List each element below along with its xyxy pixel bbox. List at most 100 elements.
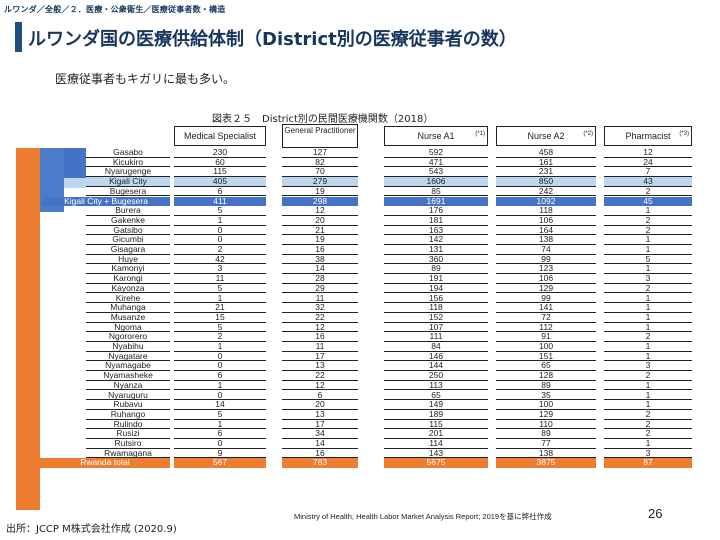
specialist-cell: 0: [174, 225, 266, 236]
pharmacist-cell: 3: [604, 273, 692, 284]
nurse-a1-cell: 543: [384, 167, 488, 178]
pharmacist-cell: 1: [604, 244, 692, 255]
district-name: Gasabo: [86, 147, 170, 158]
specialist-cell: 5: [174, 409, 266, 420]
specialist-cell: 115: [174, 167, 266, 178]
specialist-cell: 567: [174, 458, 266, 469]
nurse-a1-cell: 176: [384, 205, 488, 216]
pharmacist-cell: 87: [604, 458, 692, 469]
pharmacist-cell: 2: [604, 186, 692, 197]
page-title: ルワンダ国の医療供給体制（District別の医療従事者の数）: [28, 29, 517, 50]
nurse-a1-cell: 118: [384, 302, 488, 313]
nurse-a2-cell: 458: [496, 147, 596, 158]
pharmacist-cell: 24: [604, 157, 692, 168]
page-number: 26: [648, 506, 663, 521]
gp-cell: 17: [282, 351, 358, 362]
specialist-cell: 0: [174, 390, 266, 401]
gp-cell: 6: [282, 390, 358, 401]
table-row: Nyarugenge 115 70 543 231 7: [86, 167, 692, 178]
pharmacist-cell: 45: [604, 196, 692, 207]
gp-cell: 12: [282, 205, 358, 216]
nurse-a1-cell: 471: [384, 157, 488, 168]
district-name: Kayonza: [86, 283, 170, 294]
nurse-a2-cell: 242: [496, 186, 596, 197]
nurse-a2-cell: 99: [496, 254, 596, 265]
gp-cell: 29: [282, 283, 358, 294]
nurse-a1-cell: 107: [384, 322, 488, 333]
specialist-cell: 230: [174, 147, 266, 158]
specialist-cell: 2: [174, 244, 266, 255]
col-head-pharmacist-note: (*3): [679, 131, 689, 137]
district-name: Karongi: [86, 273, 170, 284]
nurse-a1-cell: 181: [384, 215, 488, 226]
nurse-a2-cell: 128: [496, 370, 596, 381]
district-name: Nyanza: [86, 380, 170, 391]
pharmacist-cell: 43: [604, 176, 692, 187]
district-name: Nyamagabe: [86, 361, 170, 372]
gp-cell: 32: [282, 302, 358, 313]
gp-cell: 20: [282, 399, 358, 410]
col-head-nurse-a2: Nurse A2 (*2): [496, 126, 596, 146]
pharmacist-cell: 2: [604, 370, 692, 381]
pharmacist-cell: 3: [604, 448, 692, 459]
col-head-specialist: Medical Specialist: [174, 126, 266, 146]
nurse-a2-cell: 106: [496, 215, 596, 226]
nurse-a2-cell: 850: [496, 176, 596, 187]
nurse-a2-cell: 138: [496, 448, 596, 459]
pharmacist-cell: 1: [604, 264, 692, 275]
nurse-a1-cell: 360: [384, 254, 488, 265]
specialist-cell: 3: [174, 264, 266, 275]
table-row: Rutsiro 0 14 114 77 1: [86, 438, 692, 449]
district-name: Gatsibo: [86, 225, 170, 236]
col-head-nurse-a1-label: Nurse A1: [417, 131, 455, 141]
gp-cell: 70: [282, 167, 358, 178]
gp-cell: 34: [282, 429, 358, 439]
nurse-a2-cell: 100: [496, 341, 596, 352]
table-row: Huye 42 38 360 99 5: [86, 254, 692, 265]
table-row: Nyaruguru 0 6 65 35 1: [86, 390, 692, 401]
table-row: Nyamasheke 6 22 250 128 2: [86, 370, 692, 381]
district-name: Nyamasheke: [86, 370, 170, 381]
table-row: Ruhango 5 13 189 129 2: [86, 409, 692, 420]
nurse-a2-cell: 35: [496, 390, 596, 401]
pharmacist-cell: 3: [604, 361, 692, 372]
specialist-cell: 5: [174, 283, 266, 294]
gp-cell: 20: [282, 215, 358, 226]
nurse-a2-cell: 72: [496, 312, 596, 323]
nurse-a1-cell: 189: [384, 409, 488, 420]
specialist-cell: 0: [174, 361, 266, 372]
table-row: Rwanda total 567 783 5675 3875 87: [40, 458, 692, 469]
col-head-specialist-label: Medical Specialist: [183, 131, 257, 141]
nurse-a2-cell: 1092: [496, 196, 596, 207]
nurse-a2-cell: 161: [496, 157, 596, 168]
nurse-a1-cell: 156: [384, 293, 488, 304]
district-name: Kirehe: [86, 293, 170, 304]
pharmacist-cell: 2: [604, 429, 692, 439]
nurse-a2-cell: 112: [496, 322, 596, 333]
specialist-cell: 11: [174, 273, 266, 284]
specialist-cell: 60: [174, 157, 266, 168]
district-name: Rubavu: [86, 399, 170, 410]
district-name: Musanze: [86, 312, 170, 323]
nurse-a2-cell: 74: [496, 244, 596, 255]
group-bar-rwanda: [16, 148, 40, 510]
nurse-a1-cell: 1691: [384, 196, 488, 207]
specialist-cell: 1: [174, 341, 266, 352]
nurse-a2-cell: 110: [496, 419, 596, 430]
nurse-a1-cell: 194: [384, 283, 488, 294]
specialist-cell: 0: [174, 351, 266, 362]
gp-cell: 14: [282, 264, 358, 275]
specialist-cell: 6: [174, 370, 266, 381]
district-name: Nyagatare: [86, 351, 170, 362]
gp-cell: 82: [282, 157, 358, 168]
district-name: Kigali City + Bugesera: [42, 196, 170, 207]
pharmacist-cell: 1: [604, 380, 692, 391]
nurse-a2-cell: 77: [496, 438, 596, 449]
gp-cell: 279: [282, 176, 358, 187]
nurse-a1-cell: 131: [384, 244, 488, 255]
district-name: Kamonyi: [86, 264, 170, 275]
district-name: Gisagara: [86, 244, 170, 255]
col-head-pharmacist-label: Pharmacist: [625, 131, 671, 141]
table-row: Kamonyi 3 14 89 123 1: [86, 264, 692, 275]
district-name: Rulindo: [86, 419, 170, 430]
